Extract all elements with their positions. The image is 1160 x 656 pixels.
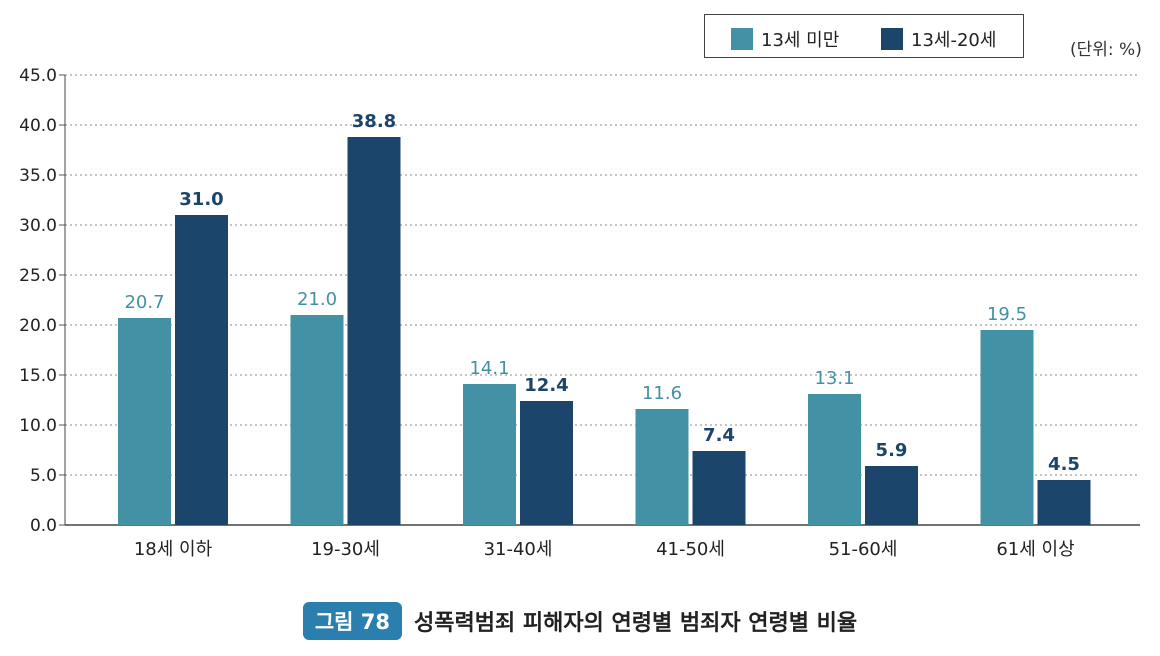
y-tick-label: 15.0: [19, 366, 57, 386]
x-tick-label: 31-40세: [484, 539, 553, 560]
y-tick-label: 0.0: [30, 516, 57, 536]
legend-label-series2: 13세-20세: [911, 30, 997, 51]
bar: [980, 330, 1034, 525]
data-label: 20.7: [124, 292, 164, 313]
bar: [692, 451, 746, 525]
legend-item-series2: 13세-20세: [881, 26, 996, 52]
data-label: 14.1: [469, 358, 509, 379]
y-tick-label: 45.0: [19, 66, 57, 86]
bar: [290, 315, 344, 525]
y-tick-label: 40.0: [19, 116, 57, 136]
legend-item-series1: 13세 미만: [731, 26, 839, 52]
bar: [808, 394, 861, 525]
x-tick-label: 41-50세: [656, 539, 725, 560]
unit-label: (단위: %): [1070, 40, 1142, 60]
bar-chart: 0.0 5.0 10.0 15.0 20.0 25.0 30.0 35.0 40.0 45.0 20…: [19, 66, 1140, 560]
bar: [175, 215, 228, 525]
bar: [520, 401, 573, 525]
bar: [865, 466, 918, 525]
y-tick-label: 10.0: [19, 416, 57, 436]
data-label: 31.0: [179, 189, 223, 210]
data-label: 38.8: [352, 111, 396, 132]
data-label: 13.1: [814, 368, 854, 389]
bar: [118, 318, 171, 525]
data-label: 12.4: [524, 375, 568, 396]
data-label: 21.0: [297, 289, 337, 310]
figure-caption: 그림 78 성폭력범죄 피해자의 연령별 범죄자 연령별 비율: [0, 602, 1160, 640]
y-tick-label: 35.0: [19, 166, 57, 186]
figure-number-badge: 그림 78: [302, 602, 403, 640]
data-label: 19.5: [987, 304, 1027, 325]
data-label: 7.4: [703, 425, 735, 446]
y-tick-label: 5.0: [30, 466, 57, 486]
legend-swatch-series1: [731, 28, 753, 50]
x-tick-label: 51-60세: [829, 539, 898, 560]
bar: [463, 384, 516, 525]
bar: [1037, 480, 1091, 525]
bar: [347, 137, 401, 525]
figure-title: 성폭력범죄 피해자의 연령별 범죄자 연령별 비율: [414, 611, 858, 636]
y-tick-label: 25.0: [19, 266, 57, 286]
y-tick-label: 20.0: [19, 316, 57, 336]
legend-label-series1: 13세 미만: [761, 30, 840, 51]
legend-swatch-series2: [881, 28, 903, 50]
x-tick-label: 61세 이상: [996, 539, 1074, 560]
y-tick-label: 30.0: [19, 216, 57, 236]
bar: [635, 409, 689, 525]
legend: 13세 미만 13세-20세: [704, 14, 1024, 58]
x-tick-label: 19-30세: [311, 539, 380, 560]
data-label: 4.5: [1048, 454, 1080, 475]
x-tick-label: 18세 이하: [134, 539, 213, 560]
data-label: 11.6: [642, 383, 682, 404]
data-label: 5.9: [876, 440, 908, 461]
